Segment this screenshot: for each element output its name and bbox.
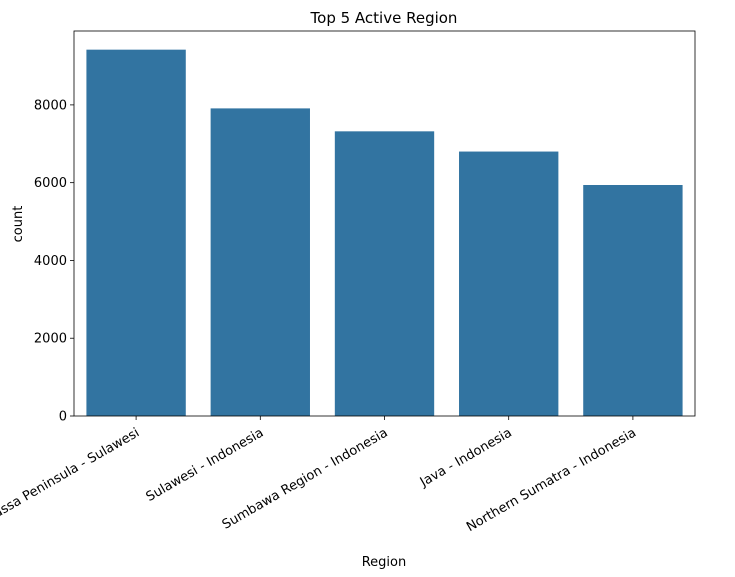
- bar-3: [334, 131, 435, 417]
- bar-2: [210, 108, 310, 416]
- x-axis-title: Region: [362, 555, 407, 570]
- bar-1: [86, 49, 186, 417]
- chart-title: Top 5 Active Region: [310, 9, 458, 27]
- y-tick-label-4000: 4000: [34, 254, 67, 269]
- y-tick-label-0: 0: [59, 410, 67, 425]
- bar-4: [459, 151, 559, 417]
- y-axis-title: count: [11, 206, 26, 243]
- y-tick-label-6000: 6000: [34, 176, 67, 191]
- y-tick-label-2000: 2000: [34, 332, 67, 347]
- x-tick-label-2: Sulawesi - Indonesia: [144, 425, 267, 504]
- bars-layer: [86, 49, 683, 417]
- bar-5: [583, 185, 683, 416]
- x-tick-label-1: Minahassa Peninsula - Sulawesi: [0, 425, 142, 540]
- x-tick-label-4: Java - Indonesia: [417, 425, 515, 490]
- y-tick-label-8000: 8000: [34, 98, 67, 113]
